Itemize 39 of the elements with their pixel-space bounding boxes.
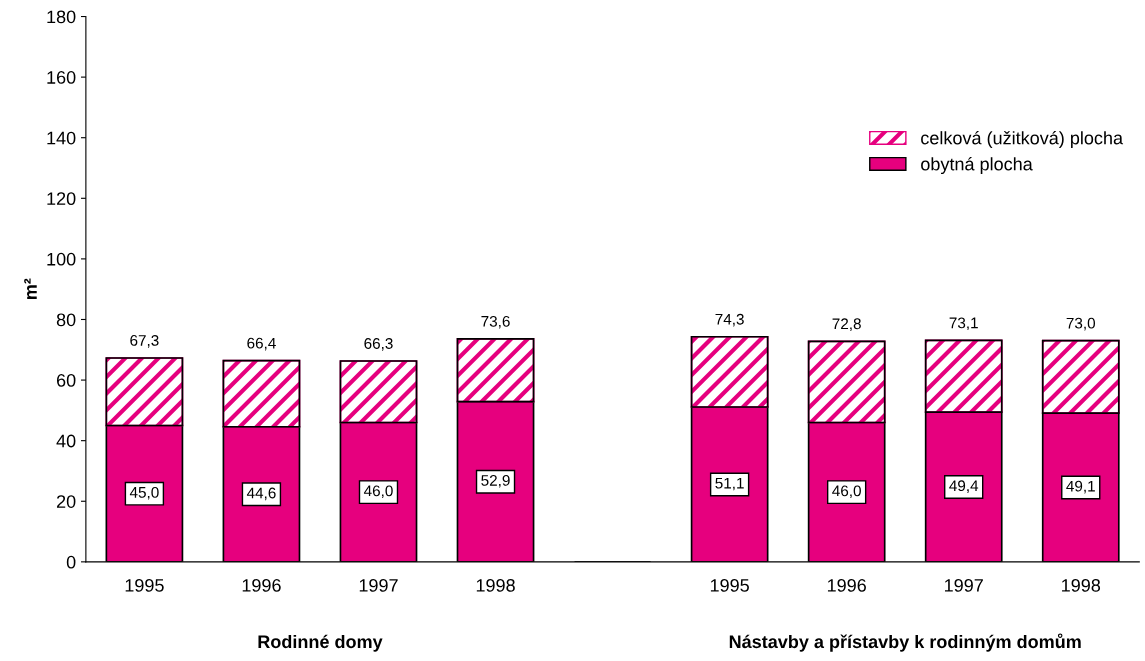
y-tick-label: 60 bbox=[56, 374, 76, 387]
x-tick-label: 1998 bbox=[1062, 578, 1101, 592]
x-tick-label: 1995 bbox=[710, 578, 749, 592]
total-label: 72,8 bbox=[832, 318, 861, 331]
y-tick-label: 160 bbox=[47, 71, 76, 84]
text: Nástavby a přístavby k rodinným domům bbox=[729, 633, 1081, 652]
data-label: 49,4 bbox=[949, 480, 979, 493]
total-label: 73,1 bbox=[949, 317, 978, 331]
x-tick-label: 1996 bbox=[242, 578, 281, 592]
y-tick-label: 20 bbox=[56, 495, 76, 508]
total-label: 67,3 bbox=[130, 335, 159, 348]
data-label: 44,6 bbox=[246, 487, 276, 501]
data-label: 52,9 bbox=[481, 475, 510, 488]
x-tick-label: 1997 bbox=[359, 578, 398, 592]
x-tick-label: 1995 bbox=[125, 578, 164, 592]
y-tick-label: 0 bbox=[66, 555, 76, 569]
data-label: 46,0 bbox=[363, 485, 393, 499]
total-label: 66,3 bbox=[364, 338, 393, 351]
legend-label: celková (užitková) plocha bbox=[921, 130, 1124, 148]
y-axis-title: m² bbox=[24, 278, 37, 300]
total-label: 74,3 bbox=[715, 313, 744, 327]
data-label: 49,1 bbox=[1066, 480, 1095, 494]
y-tick-label: 140 bbox=[47, 131, 76, 145]
text: Rodinné domy bbox=[258, 634, 383, 652]
y-tick-label: 180 bbox=[47, 10, 76, 24]
legend-label: obytná plocha bbox=[921, 157, 1033, 175]
y-tick-label: 80 bbox=[56, 313, 76, 327]
x-tick-label: 1997 bbox=[945, 578, 983, 592]
y-tick-label: 100 bbox=[47, 252, 76, 266]
total-label: 66,4 bbox=[247, 337, 276, 351]
y-tick-label: 40 bbox=[56, 434, 76, 448]
total-label: 73,0 bbox=[1066, 317, 1096, 331]
data-label: 51,1 bbox=[715, 477, 744, 491]
data-label: 46,0 bbox=[832, 485, 861, 499]
data-label: 45,0 bbox=[129, 486, 159, 500]
total-label: 73,6 bbox=[481, 315, 510, 329]
x-tick-label: 1996 bbox=[827, 578, 866, 592]
y-tick-label: 120 bbox=[47, 192, 76, 206]
x-tick-label: 1998 bbox=[476, 578, 515, 592]
